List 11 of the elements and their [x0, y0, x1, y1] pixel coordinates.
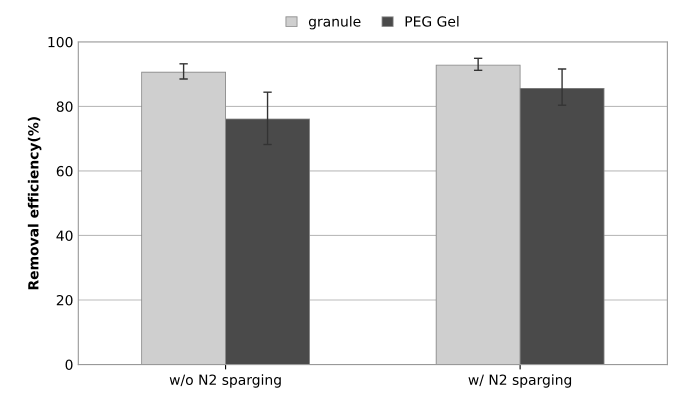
y-tick-label: 60 — [56, 166, 73, 176]
y-tick-label: 40 — [56, 230, 73, 241]
x-tick-label: w/o N2 sparging — [170, 374, 281, 388]
y-tick-label: 20 — [56, 294, 73, 306]
y-tick-label: 80 — [56, 101, 73, 112]
legend-label: PEG Gel — [406, 16, 458, 27]
legend-label: granule — [308, 16, 360, 30]
x-tick-label: w/ N2 sparging — [468, 374, 572, 388]
y-tick-label: 100 — [48, 36, 73, 48]
y-axis-title: Removal efficiency(%) — [28, 117, 42, 290]
y-tick-label: 0 — [66, 360, 73, 370]
